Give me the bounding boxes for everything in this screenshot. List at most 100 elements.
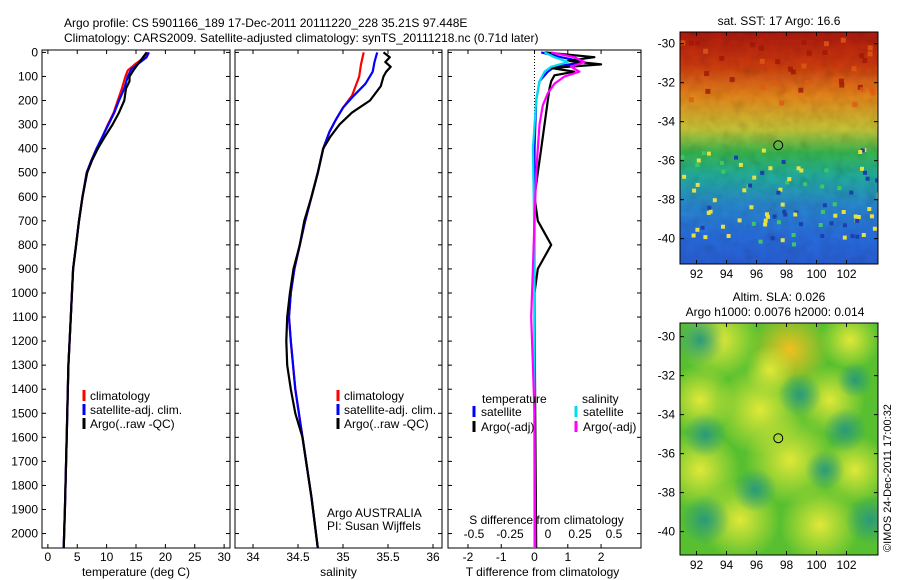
x-tick-label: 0 [45, 550, 52, 564]
sst-pixel [867, 207, 872, 211]
sst-pixel [793, 212, 798, 217]
plot-frame [234, 49, 443, 549]
legend-title: salinity [582, 392, 619, 406]
x-tick-label: 30 [217, 550, 231, 564]
sst-pixel [695, 40, 701, 46]
sst-pixel [705, 88, 711, 94]
y-tick-label: 1800 [11, 478, 38, 492]
y-tick-label: 1700 [11, 454, 38, 468]
sst-pixel [695, 163, 700, 167]
sst-pixel [759, 58, 765, 64]
y-tick-label: -34 [658, 115, 676, 129]
sst-pixel [691, 233, 696, 238]
y-tick-label: 1900 [11, 503, 38, 517]
sst-pixel [859, 87, 865, 93]
sst-pixel [876, 192, 878, 197]
sst-pixel [783, 212, 788, 217]
sst-pixel [852, 102, 858, 108]
x-tick-label: 98 [780, 558, 794, 572]
argo-location-marker [773, 433, 784, 444]
sst-pixel [820, 209, 825, 214]
sst-pixel [822, 49, 828, 55]
sst-pixel [870, 90, 876, 96]
x-tick-label: 96 [750, 267, 764, 281]
sla-feature [823, 408, 867, 452]
sst-pixel [761, 148, 766, 153]
sla-feature [680, 323, 725, 365]
sst-pixel [798, 87, 804, 93]
y-tick-label: -32 [658, 76, 676, 90]
legend-entry: satellite-adj. clim. [344, 403, 436, 417]
sst-pixel [869, 214, 874, 219]
sst-pixel [787, 66, 793, 72]
sst-pixel [860, 148, 865, 153]
sst-pixel [853, 214, 858, 219]
x-tick-label: 100 [806, 558, 826, 572]
sst-pixel [782, 209, 787, 214]
temperature-panel: 0 5 10 15 20 25 300100200300400500600700800900… [11, 45, 231, 579]
sst-pixel [775, 59, 781, 65]
sst-pixel [721, 224, 725, 229]
sst-pixel [841, 210, 846, 214]
sst-pixel [742, 188, 747, 193]
sst-pixel [734, 155, 738, 160]
sst-pixel [758, 239, 763, 244]
sst-pixel [726, 234, 731, 238]
sst-pixel [863, 170, 867, 175]
sst-pixel [823, 41, 829, 47]
x-tick-label: 20 [159, 550, 173, 564]
sst-pixel [707, 205, 712, 210]
sst-pixel [842, 235, 847, 240]
series-line-1 [533, 51, 603, 549]
sst-pixel [829, 221, 834, 226]
sst-pixel [860, 166, 864, 171]
sst-pixel [842, 223, 847, 228]
sst-pixel [804, 79, 810, 85]
y-tick-label: -30 [658, 37, 676, 51]
sst-pixel [876, 194, 878, 199]
sst-pixel [838, 78, 844, 84]
y-tick-label: 500 [18, 166, 38, 180]
sst-pixel [712, 198, 717, 203]
sst-pixel [719, 55, 725, 61]
x-tick-label: 15 [129, 550, 143, 564]
sla-field [680, 323, 878, 555]
sst-pixel [799, 222, 803, 227]
x-tick-label: 96 [750, 558, 764, 572]
sst-pixel [758, 45, 764, 51]
y-tick-label: -30 [658, 330, 676, 344]
sst-pixel [840, 37, 846, 43]
sst-pixel [680, 40, 686, 46]
sst-pixel [781, 160, 786, 164]
sst-pixel [861, 233, 866, 237]
sst-pixel [833, 77, 839, 83]
y-tick-label: -36 [658, 154, 676, 168]
sst-pixel [796, 166, 801, 171]
y-tick-label: 1400 [11, 382, 38, 396]
x2-tick-label: -0.5 [464, 527, 485, 541]
legend-entry: climatology [344, 389, 404, 403]
y-tick-label: -36 [658, 447, 676, 461]
sla-feature [778, 373, 822, 417]
sst-pixel [768, 166, 773, 171]
series-line-3 [530, 51, 586, 549]
legend-entry: Argo(..raw -QC) [344, 417, 429, 431]
x-tick-label: 34.5 [286, 550, 310, 564]
map-title: sat. SST: 17 Argo: 16.6 [718, 14, 841, 28]
sst-pixel [851, 66, 857, 72]
y-tick-label: 700 [18, 214, 38, 228]
y-tick-label: 800 [18, 238, 38, 252]
sst-pixel [772, 80, 778, 86]
sla-feature [805, 450, 845, 490]
legend-entry: climatology [90, 389, 150, 403]
annotation-line: Argo AUSTRALIA [327, 506, 422, 520]
sst-pixel [703, 235, 708, 240]
argo-location-marker [773, 140, 784, 151]
x-tick-label: 94 [720, 267, 734, 281]
x-tick-label: 98 [780, 267, 794, 281]
sst-pixel [801, 63, 807, 69]
annotation-line: PI: Susan Wijffels [327, 519, 421, 533]
figure-subtitle: Climatology: CARS2009. Satellite-adjuste… [64, 31, 538, 45]
legend-entry: Argo(-adj) [481, 420, 534, 434]
x-tick-label: 5 [74, 550, 81, 564]
